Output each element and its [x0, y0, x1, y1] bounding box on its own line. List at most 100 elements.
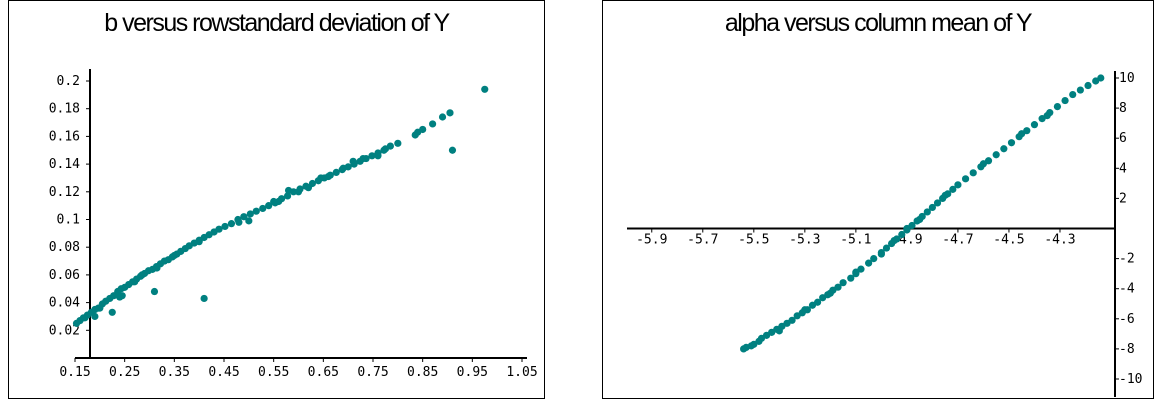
data-point	[374, 152, 382, 160]
data-point	[949, 185, 957, 193]
data-point	[481, 85, 489, 93]
data-point	[954, 181, 962, 189]
y-tick-label: 0.1	[57, 213, 80, 228]
data-point	[928, 203, 937, 212]
data-point	[81, 314, 89, 322]
data-point	[108, 308, 116, 316]
data-point	[839, 279, 847, 287]
data-point	[116, 293, 124, 301]
data-point	[788, 316, 796, 324]
y-tick-label: 0.02	[49, 323, 80, 338]
data-point	[246, 210, 254, 218]
data-point	[877, 250, 885, 258]
chart-title: alpha versus column mean of Y	[724, 9, 1033, 37]
y-tick-label: 4	[1119, 161, 1127, 176]
y-tick-label: 8	[1119, 101, 1127, 116]
y-tick-label: -8	[1119, 342, 1135, 357]
x-tick-label: 0.75	[357, 365, 388, 380]
y-tick-label: 0.14	[49, 157, 80, 172]
x-tick-label: 0.25	[109, 365, 140, 380]
data-point	[339, 164, 347, 172]
data-point	[324, 172, 332, 181]
data-point	[359, 154, 367, 163]
data-point	[150, 287, 159, 296]
data-point	[1007, 139, 1016, 147]
data-point	[259, 204, 267, 213]
x-tick-label: -5.1	[840, 233, 871, 248]
data-point	[195, 238, 203, 246]
data-point	[916, 215, 924, 224]
data-point	[1061, 96, 1069, 105]
y-tick-label: 0.12	[49, 185, 80, 200]
y-tick-label: -10	[1119, 372, 1142, 387]
data-point	[1000, 145, 1008, 153]
x-tick-label: 0.55	[258, 365, 289, 380]
x-tick-label: 0.45	[208, 365, 239, 380]
x-tick-label: -4.3	[1044, 233, 1075, 248]
data-point	[898, 230, 906, 239]
scatter-plot-right: -5.9 -5.7 -5.5 -5.3 -5.1 -4.9 -4.7 -4.5 -4.31086…	[627, 71, 1142, 397]
data-point	[1076, 86, 1084, 94]
y-tick-label: 2	[1119, 191, 1127, 206]
data-point	[270, 197, 278, 206]
data-point	[890, 236, 898, 245]
data-point	[215, 225, 223, 233]
data-point	[91, 312, 99, 321]
y-tick-label: 6	[1119, 131, 1127, 146]
data-point	[170, 251, 178, 260]
data-point	[446, 109, 454, 117]
y-tick-label: -6	[1119, 312, 1135, 327]
data-point	[240, 213, 248, 221]
data-point	[200, 294, 208, 303]
x-tick-label: -5.5	[738, 233, 769, 248]
y-tick-label: 0.16	[49, 129, 80, 144]
data-point	[332, 168, 340, 177]
data-point	[368, 152, 376, 160]
data-point	[852, 268, 860, 276]
x-tick-label: -5.7	[687, 233, 718, 248]
x-tick-label: 0.65	[308, 365, 339, 380]
data-point	[903, 224, 911, 233]
x-tick-label: 1.05	[506, 365, 537, 380]
y-tick-label: -2	[1119, 252, 1135, 267]
data-point	[865, 259, 873, 267]
data-point	[870, 255, 878, 263]
data-point	[826, 289, 834, 297]
data-point	[1097, 74, 1105, 82]
data-point	[1030, 121, 1039, 129]
data-point	[317, 174, 325, 182]
data-point	[1053, 102, 1062, 111]
data-point	[252, 207, 260, 215]
data-point	[235, 218, 243, 226]
data-point	[882, 244, 891, 252]
data-point	[801, 306, 809, 314]
data-point	[1084, 81, 1092, 90]
data-point	[941, 191, 949, 199]
data-point	[294, 188, 303, 196]
data-point	[923, 208, 931, 216]
y-tick-label: 0.06	[49, 268, 80, 283]
data-point	[283, 192, 292, 200]
x-tick-label: 0.85	[407, 365, 438, 380]
y-tick-label: 10	[1119, 71, 1135, 86]
y-tick-label: 0.2	[57, 74, 80, 89]
x-tick-label: -4.5	[993, 233, 1024, 248]
x-tick-label: 0.35	[159, 365, 190, 380]
data-point	[414, 128, 422, 136]
data-point	[265, 202, 273, 210]
data-point	[979, 160, 988, 168]
data-point	[429, 120, 437, 128]
y-tick-label: 0.04	[49, 296, 80, 311]
data-point	[138, 271, 146, 279]
y-tick-label: -4	[1119, 282, 1135, 297]
data-point	[775, 327, 783, 335]
x-tick-label: 0.15	[59, 365, 90, 380]
chart-title: b versus rowstandard deviation of Y	[104, 9, 450, 37]
data-point	[448, 146, 457, 154]
x-tick-label: -4.7	[942, 233, 973, 248]
data-point	[284, 186, 293, 195]
data-point	[227, 220, 236, 228]
data-point	[153, 264, 161, 272]
data-point	[304, 184, 313, 192]
data-point	[1018, 130, 1026, 138]
